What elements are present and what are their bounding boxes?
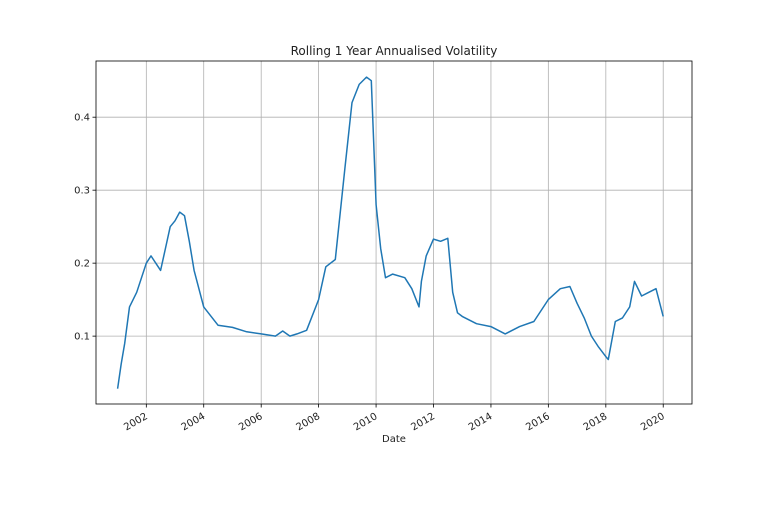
grid xyxy=(96,61,692,404)
y-tick-label: 0.3 xyxy=(74,186,90,197)
series-line xyxy=(116,76,664,389)
axis-ticks: 2002 2004 2006 2008 2010 2012 2014 2016 2018 2020… xyxy=(74,113,667,434)
plot-frame xyxy=(95,60,693,405)
chart-title: Rolling 1 Year Annualised Volatility xyxy=(291,44,498,58)
series-layer xyxy=(116,76,664,389)
y-tick-label: 0.4 xyxy=(74,113,90,124)
y-tick-label: 0.1 xyxy=(74,332,90,343)
x-axis-label: Date xyxy=(382,434,406,445)
y-tick-label: 0.2 xyxy=(74,259,90,270)
